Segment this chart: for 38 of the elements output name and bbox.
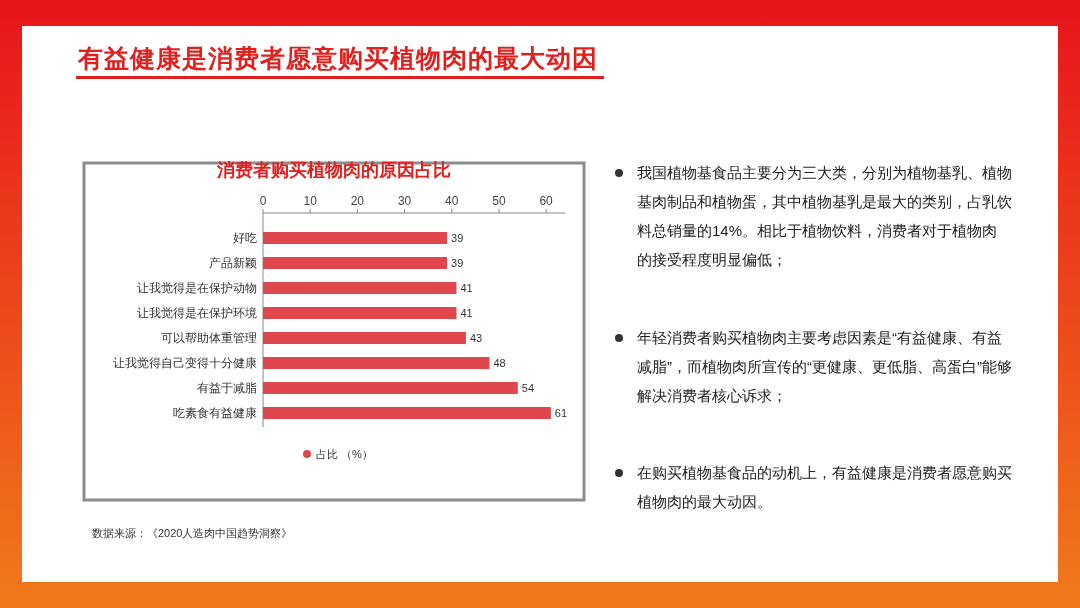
x-tick-label: 10	[303, 194, 318, 208]
data-label: 39	[451, 257, 464, 269]
data-label: 61	[554, 407, 568, 419]
data-label: 48	[493, 357, 506, 369]
y-tick-label: 好吃	[233, 231, 257, 245]
data-label: 43	[469, 332, 483, 344]
x-tick-label: 50	[492, 194, 506, 208]
bar	[263, 407, 551, 419]
text: 年轻消费者购买植物肉主要考虑因素是“有益健康、有益减脂”，而植物肉所宣传的“更健康、更低脂、高蛋白”能够解决消费者核心诉求；	[636, 328, 1012, 406]
x-tick-label: 20	[350, 194, 365, 208]
legend-label: 占比 （%）	[316, 448, 373, 460]
data-label: 41	[460, 307, 473, 319]
y-tick-label: 让我觉得是在保护环境	[137, 306, 257, 320]
bar	[263, 232, 448, 244]
text: 我国植物基食品主要分为三大类，分别为植物基乳、植物基肉制品和植物蛋，其中植物基乳是最大的类别，占乳饮料总销量的14%。相比于植物饮料，消费者对于植物肉的接受程度明显偏低；	[636, 163, 1012, 270]
x-tick-label: 60	[539, 194, 554, 208]
y-tick-label: 可以帮助体重管理	[161, 331, 257, 345]
data-label: 39	[451, 232, 464, 244]
chart-subtitle: 消费者购买植物肉的原因占比	[216, 160, 451, 180]
bar	[263, 307, 457, 319]
source-note: 数据来源：《2020人造肉中国趋势洞察》	[92, 526, 293, 541]
bar	[263, 282, 457, 294]
text: 在购买植物基食品的动机上，有益健康是消费者愿意购买植物肉的最大动因。	[636, 463, 1012, 512]
x-tick-label: 30	[397, 194, 412, 208]
y-tick-label: 有益于减脂	[197, 381, 257, 395]
y-tick-label: 产品新颖	[209, 256, 257, 270]
y-tick-label: 让我觉得是在保护动物	[137, 281, 257, 295]
data-label: 54	[521, 382, 535, 394]
bar	[263, 382, 518, 394]
x-tick-label: 40	[445, 194, 459, 208]
bar	[263, 357, 490, 369]
data-label: 41	[460, 282, 473, 294]
chart-title: 有益健康是消费者愿意购买植物肉的最大动因	[77, 44, 598, 72]
bar	[263, 257, 448, 269]
y-tick-label: 让我觉得自己变得十分健康	[113, 356, 257, 370]
y-tick-label: 吃素食有益健康	[173, 406, 257, 420]
bar	[263, 332, 466, 344]
x-tick-label: 0	[259, 194, 267, 208]
